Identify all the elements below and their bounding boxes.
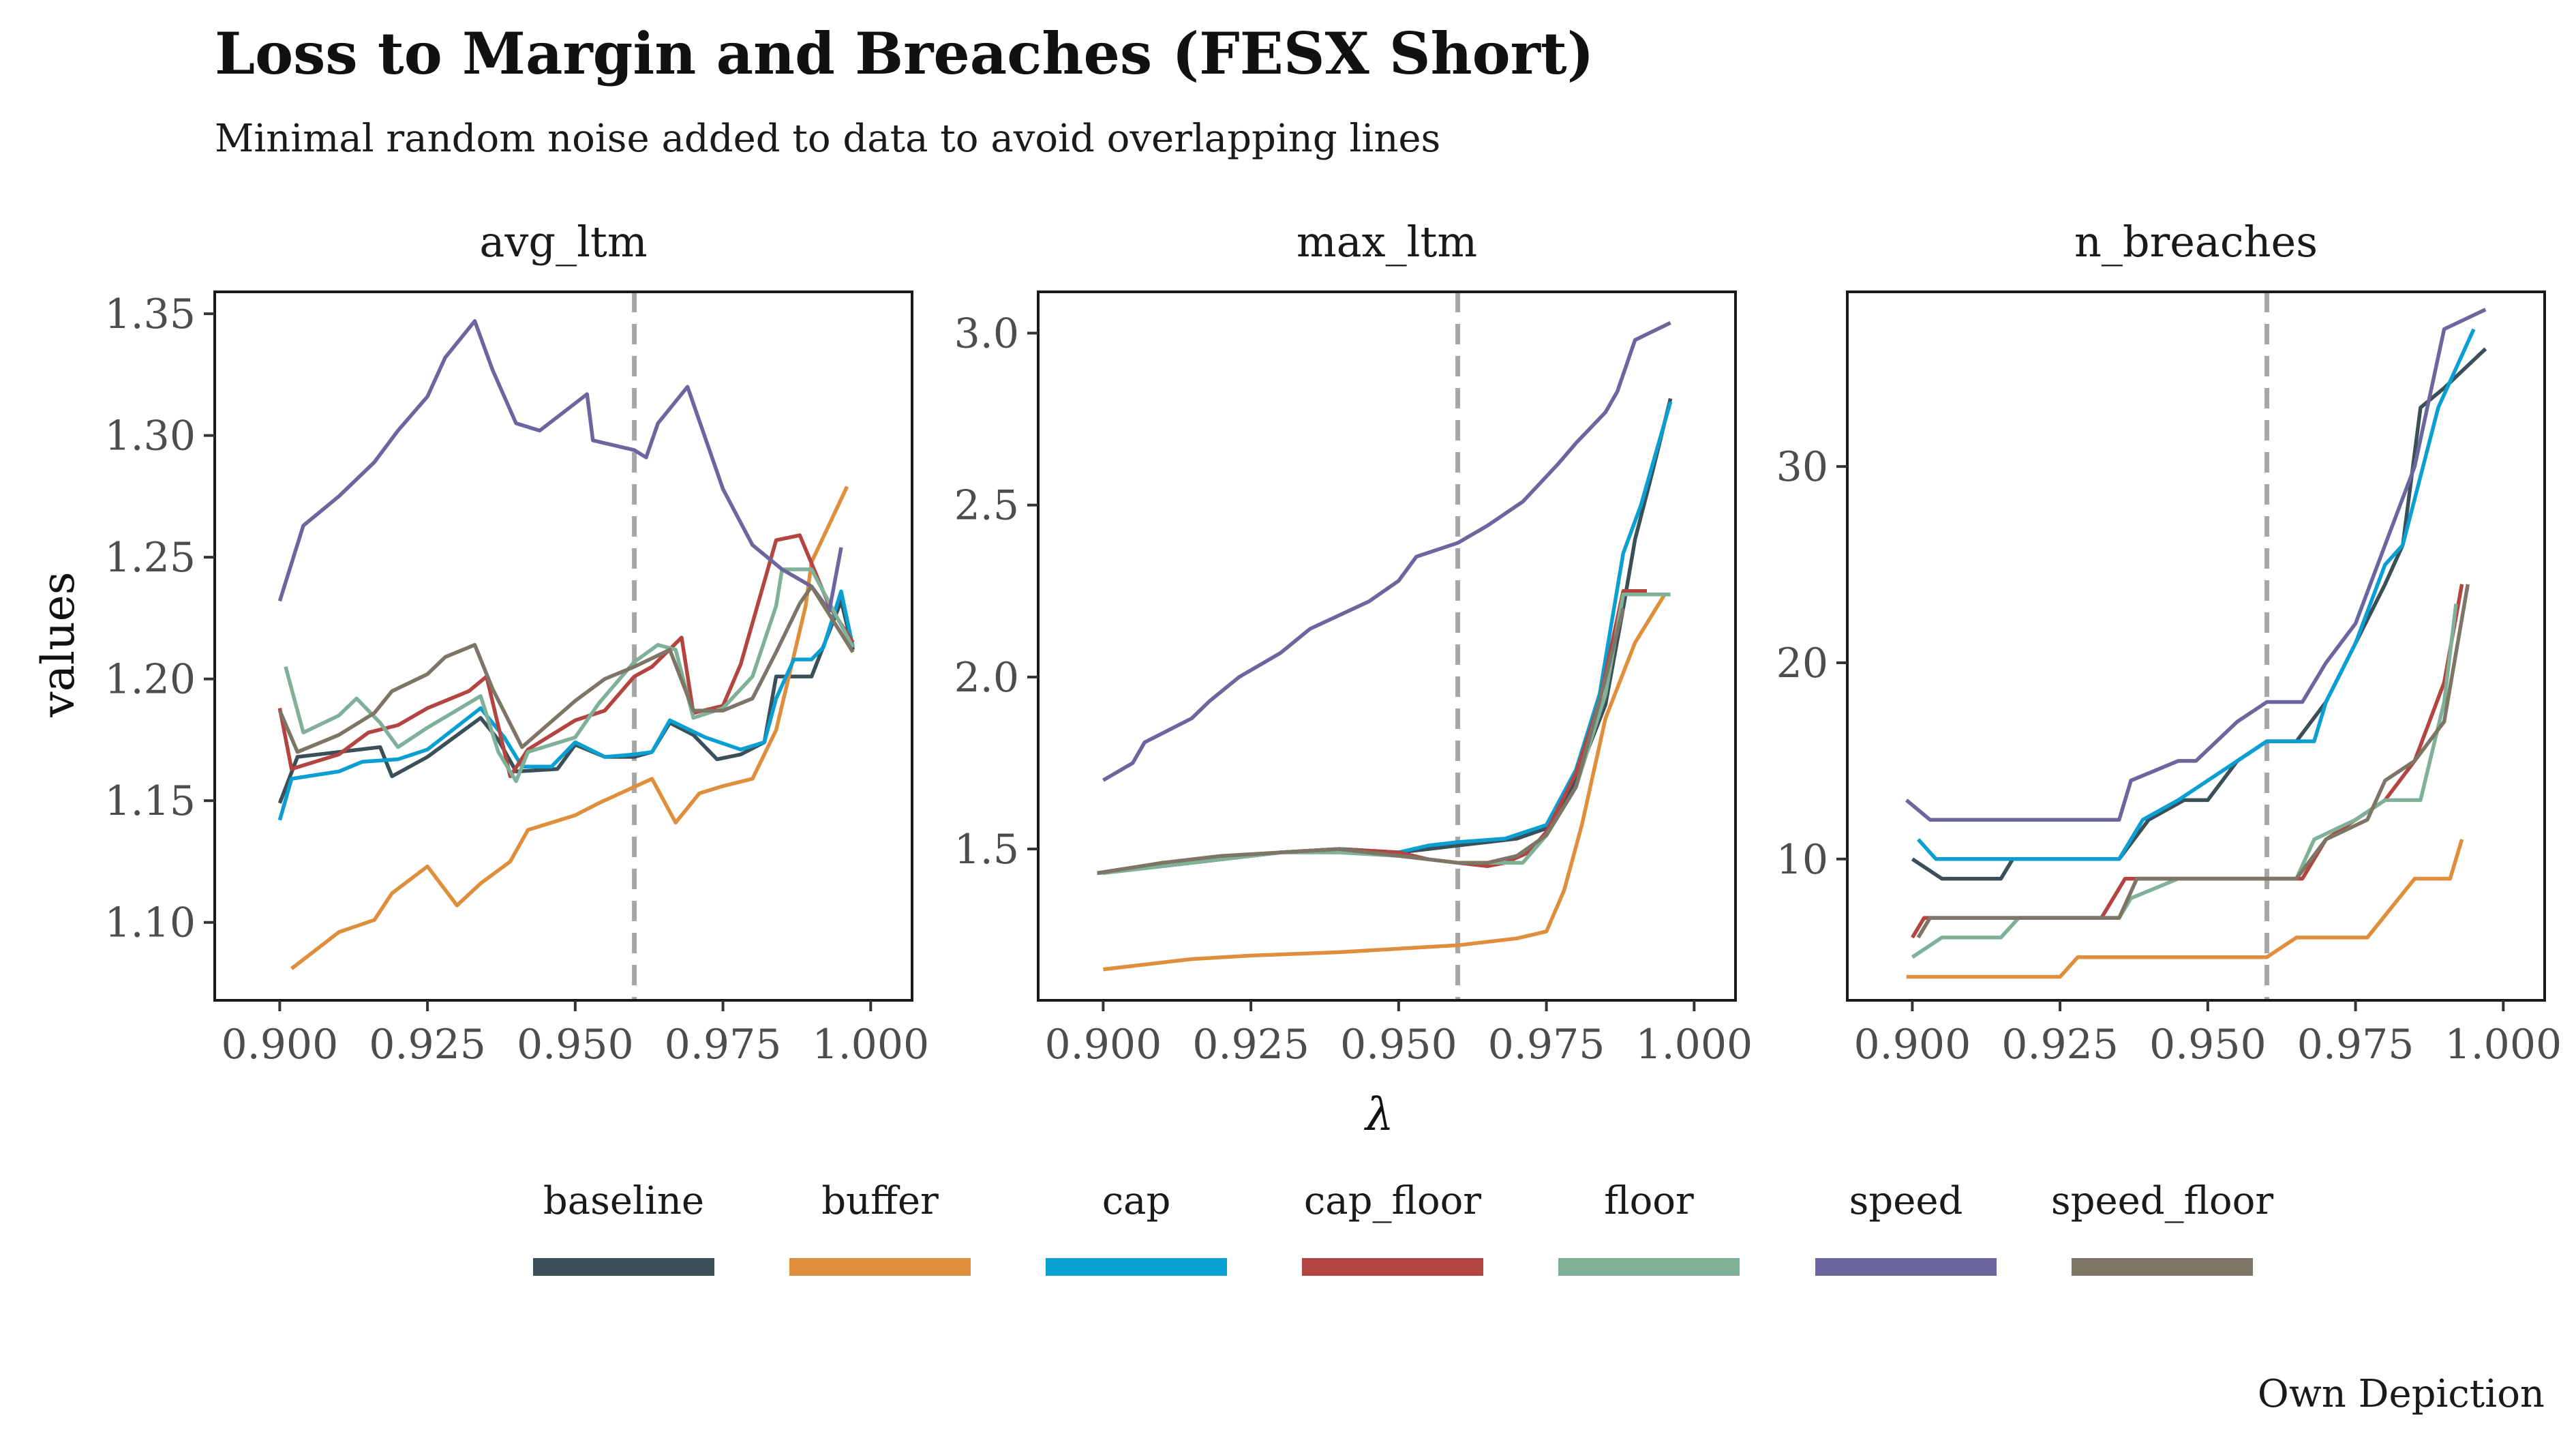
legend-key [789,1258,971,1276]
x-tick-label: 0.925 [369,1021,486,1069]
x-tick-label: 0.900 [1853,1021,1971,1069]
series-line-buffer [1103,593,1667,972]
x-tick-label: 1.000 [2444,1021,2562,1069]
legend-item-speed: speed [1815,1179,1997,1276]
series-lines [1097,320,1673,972]
y-tick-label: 2.0 [954,654,1019,702]
x-tick-label: 0.925 [1192,1021,1309,1069]
series-line-buffer [1906,839,2464,979]
x-tick-label: 0.975 [2297,1021,2414,1069]
y-tick-label: 1.30 [104,413,196,460]
legend-key [1302,1258,1483,1276]
legend-label: cap_floor [1304,1179,1481,1223]
facet-panel-n-breaches: n_breaches 0.900 0.925 0.950 0.975 1.000 10 20 3… [1776,217,2562,1069]
series-line-cap [1916,328,2476,861]
x-tick-label: 1.000 [1635,1021,1753,1069]
legend-label: floor [1604,1179,1694,1223]
y-tick-label: 1.5 [954,826,1019,873]
panel-border [213,290,913,1002]
legend: baseline buffer cap cap_floor floor speed spee… [533,1179,2273,1276]
y-tick-label: 30 [1776,443,1828,491]
legend-label: baseline [543,1179,704,1223]
legend-key [1558,1258,1740,1276]
panel-border [1037,290,1737,1002]
x-axis-label: λ [1363,1088,1394,1141]
legend-key [1815,1258,1997,1276]
x-tick-label: 0.975 [665,1021,782,1069]
series-line-speed-floor [1916,584,2470,939]
facet-panel-max-ltm: max_ltm 0.900 0.925 0.950 0.975 1.000 1.5 2.0 2.… [954,217,1753,1069]
series-line-speed [277,319,843,613]
y-axis-label: values [32,571,85,717]
x-tick-label: 0.925 [2001,1021,2119,1069]
chart-caption: Own Depiction [2258,1372,2545,1416]
series-line-buffer [290,486,849,970]
legend-item-speed-floor: speed_floor [2051,1179,2273,1276]
facet-strip-label: n_breaches [2074,217,2318,267]
legend-item-cap: cap [1046,1179,1227,1276]
series-line-speed-floor [277,584,855,754]
facet-panels: avg_ltm 0.900 0.925 0.950 0.975 1.000 1.10 1.15… [104,217,2562,1069]
legend-label: speed [1849,1179,1963,1223]
x-tick-label: 0.950 [2149,1021,2267,1069]
panel-border [1846,290,2546,1002]
x-tick-label: 0.950 [517,1021,634,1069]
legend-item-buffer: buffer [789,1179,971,1276]
y-tick-label: 10 [1776,836,1828,884]
y-tick-label: 1.20 [104,656,196,704]
series-line-speed-floor [1097,608,1625,876]
legend-label: buffer [821,1179,939,1223]
y-tick-label: 1.10 [104,899,196,947]
y-tick-label: 1.25 [104,534,196,582]
facet-strip-label: max_ltm [1297,217,1477,267]
chart-subtitle: Minimal random noise added to data to av… [215,117,1440,161]
series-line-speed [1905,308,2487,822]
legend-key [2072,1258,2253,1276]
series-line-cap [277,589,855,821]
legend-label: cap [1102,1179,1171,1223]
y-tick-label: 1.35 [104,290,196,338]
legend-item-cap-floor: cap_floor [1302,1179,1483,1276]
chart-title: Loss to Margin and Breaches (FESX Short) [215,20,1594,87]
legend-key [533,1258,714,1276]
y-tick-label: 3.0 [954,310,1019,358]
facet-strip-label: avg_ltm [479,217,647,267]
legend-label: speed_floor [2051,1179,2273,1223]
x-tick-label: 0.900 [1044,1021,1162,1069]
legend-item-baseline: baseline [533,1179,714,1276]
series-lines [1905,308,2487,979]
y-tick-label: 2.5 [954,482,1019,530]
x-tick-label: 0.950 [1340,1021,1457,1069]
facet-panel-avg-ltm: avg_ltm 0.900 0.925 0.950 0.975 1.000 1.10 1.15… [104,217,929,1069]
series-line-speed [1102,320,1671,782]
legend-item-floor: floor [1558,1179,1740,1276]
y-tick-label: 20 [1776,640,1828,687]
y-tick-label: 1.15 [104,777,196,825]
series-lines [277,319,855,970]
x-tick-label: 0.975 [1488,1021,1605,1069]
x-tick-label: 1.000 [812,1021,929,1069]
legend-key [1046,1258,1227,1276]
x-tick-label: 0.900 [221,1021,338,1069]
